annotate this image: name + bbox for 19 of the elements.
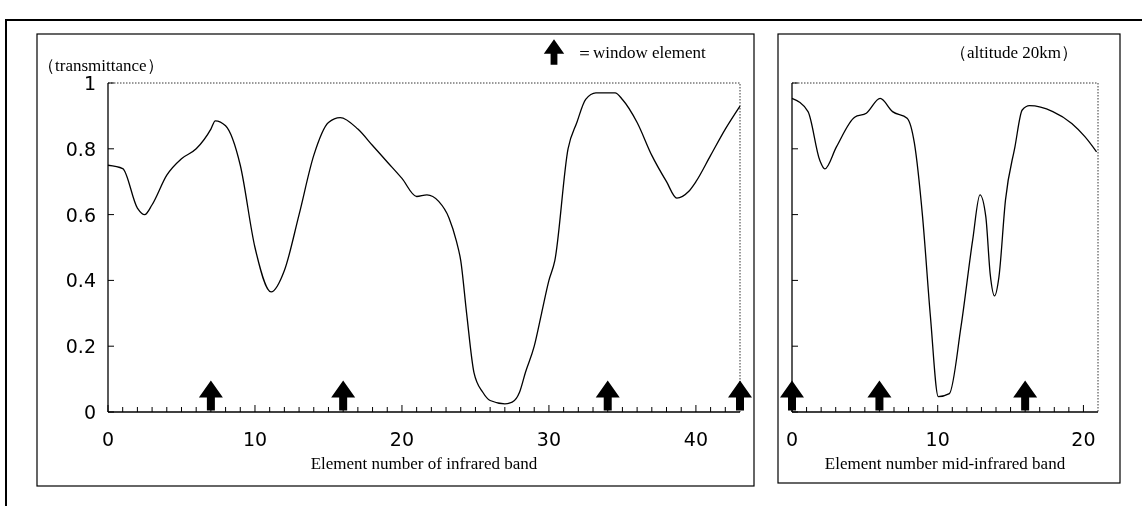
y-tick-label: 0.4 [65,269,96,292]
y-tick-label: 0.6 [65,203,96,226]
y-tick-label: 0.8 [65,137,96,160]
y-tick-label: 0 [83,401,96,423]
x-tick-label: 10 [925,428,950,450]
x-tick-label: 0 [101,428,115,450]
x-tick-label: 20 [1071,428,1096,450]
x-axis-title: Element number of infrared band [310,454,538,473]
y-axis-title: （transmittance） [38,56,164,75]
x-tick-label: 0 [785,428,799,450]
x-tick-label: 10 [242,428,268,450]
x-tick-label: 30 [536,428,562,450]
x-tick-label: 20 [389,428,415,450]
legend-label: ＝window element [576,43,707,62]
x-tick-label: 40 [683,428,708,450]
y-tick-label: 0.2 [65,335,96,358]
text: （altitude 20km） [950,43,1078,62]
x-axis-title: Element number mid-infrared band [824,454,1066,473]
y-tick-label: 1 [83,72,96,94]
